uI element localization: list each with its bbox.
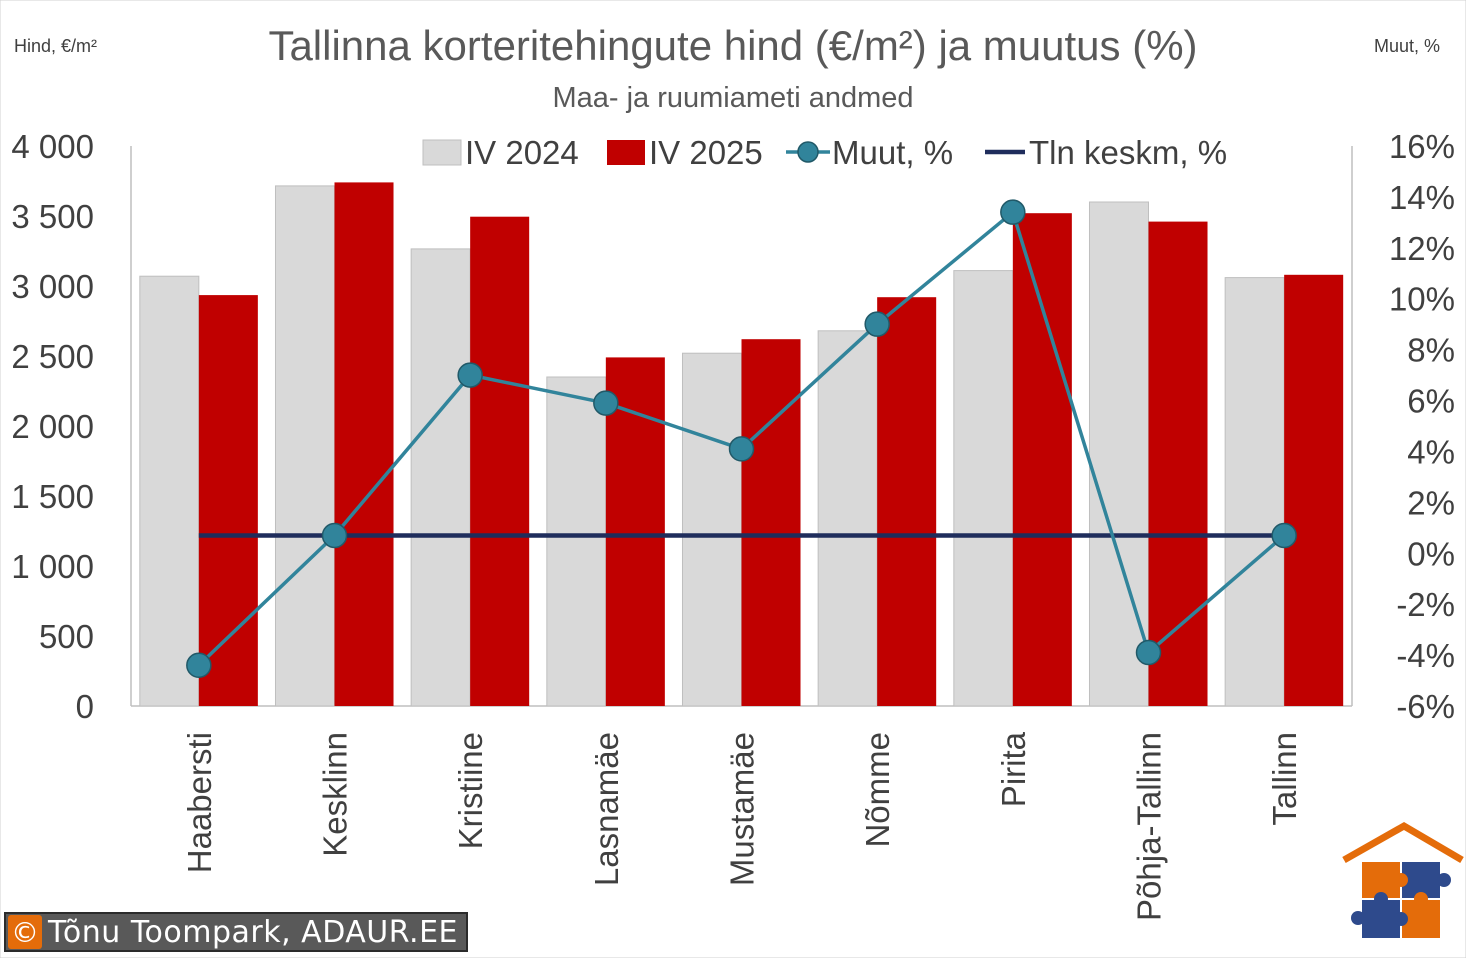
- bar-iv-2025: [1012, 213, 1072, 706]
- legend-swatch-iv-2025: [607, 140, 645, 165]
- x-tick-label: Kesklinn: [317, 732, 354, 857]
- y-tick-label: 3 500: [11, 198, 94, 235]
- bar-iv-2024: [546, 376, 607, 707]
- x-tick-label: Lasnamäe: [588, 732, 625, 886]
- y2-tick-label: 2%: [1407, 484, 1455, 521]
- y-tick-label: 2 500: [11, 338, 94, 375]
- bar-iv-2024: [681, 352, 742, 707]
- marker-muut: [186, 652, 212, 679]
- marker-muut: [593, 390, 619, 416]
- house-puzzle-logo: [1342, 821, 1464, 938]
- y2-tick-label: 14%: [1389, 179, 1455, 216]
- bar-iv-2025: [198, 295, 258, 706]
- y2-tick-label: 4%: [1407, 433, 1455, 470]
- bar-iv-2024: [139, 275, 200, 707]
- bar-iv-2024: [817, 330, 878, 707]
- y2-tick-label: -6%: [1396, 688, 1455, 725]
- marker-muut: [1135, 639, 1162, 666]
- bar-iv-2024: [410, 248, 471, 707]
- x-tick-label: Põhja-Tallinn: [1131, 732, 1168, 921]
- lines: [186, 199, 1297, 679]
- bar-iv-2024: [953, 270, 1014, 707]
- legend-label: IV 2025: [649, 134, 763, 171]
- marker-muut: [1000, 199, 1026, 225]
- marker-muut: [864, 311, 890, 337]
- bar-iv-2025: [470, 216, 530, 706]
- y2-tick-label: -4%: [1396, 637, 1455, 674]
- y2-tick-label: 6%: [1407, 383, 1455, 420]
- copyright-badge: © Tõnu Toompark, ADAUR.EE: [4, 912, 468, 952]
- legend: IV 2024 IV 2025 Muut, % Tln keskm, %: [422, 134, 1227, 171]
- bars: [139, 182, 1344, 707]
- y-tick-label: 1 000: [11, 548, 94, 585]
- y2-tick-label: 8%: [1407, 332, 1455, 369]
- y2-axis-label: Muut, %: [1374, 36, 1440, 56]
- chart-subtitle: Maa- ja ruumiameti andmed: [552, 82, 913, 114]
- x-tick-label: Mustamäe: [724, 732, 761, 886]
- bar-iv-2025: [877, 297, 937, 706]
- chart-title: Tallinna korteritehingute hind (€/m²) ja…: [268, 22, 1197, 69]
- x-tick-label: Nõmme: [859, 732, 896, 848]
- marker-muut: [457, 362, 483, 388]
- bar-iv-2024: [1224, 277, 1285, 707]
- legend-swatch-iv-2024: [422, 139, 462, 166]
- x-tick-label: Pirita: [995, 731, 1032, 807]
- y-tick-label: 4 000: [11, 128, 94, 165]
- y-axis-label: Hind, €/m²: [14, 36, 97, 56]
- bar-iv-2025: [605, 357, 665, 706]
- x-tick-label: Tallinn: [1266, 732, 1303, 826]
- y2-tick-label: 10%: [1389, 281, 1455, 318]
- y2-tick-label: -2%: [1396, 586, 1455, 623]
- legend-marker-muut: [797, 141, 819, 163]
- x-tick-label: Haabersti: [181, 732, 218, 873]
- credit-text: Tõnu Toompark, ADAUR.EE: [48, 914, 458, 950]
- y2-tick-label: 16%: [1389, 128, 1455, 165]
- bar-iv-2025: [741, 339, 801, 706]
- copyright-icon: ©: [8, 915, 42, 949]
- y-tick-label: 0: [76, 688, 94, 725]
- x-tick-label: Kristiine: [452, 732, 489, 849]
- y2-tick-label: 0%: [1407, 535, 1455, 572]
- legend-label: Muut, %: [832, 134, 953, 171]
- bar-iv-2024: [1088, 201, 1149, 707]
- marker-muut: [1271, 522, 1297, 549]
- y-tick-label: 1 500: [11, 478, 94, 515]
- marker-muut: [321, 522, 348, 549]
- bar-iv-2025: [1148, 221, 1208, 706]
- y2-tick-label: 12%: [1389, 230, 1455, 267]
- legend-label: IV 2024: [465, 134, 579, 171]
- bar-iv-2025: [334, 182, 394, 706]
- y-tick-label: 3 000: [11, 268, 94, 305]
- bar-iv-2025: [1284, 274, 1344, 706]
- bar-iv-2024: [274, 185, 335, 707]
- y-tick-label: 500: [39, 618, 94, 655]
- y-tick-label: 2 000: [11, 408, 94, 445]
- marker-muut: [728, 436, 755, 462]
- legend-label: Tln keskm, %: [1029, 134, 1227, 171]
